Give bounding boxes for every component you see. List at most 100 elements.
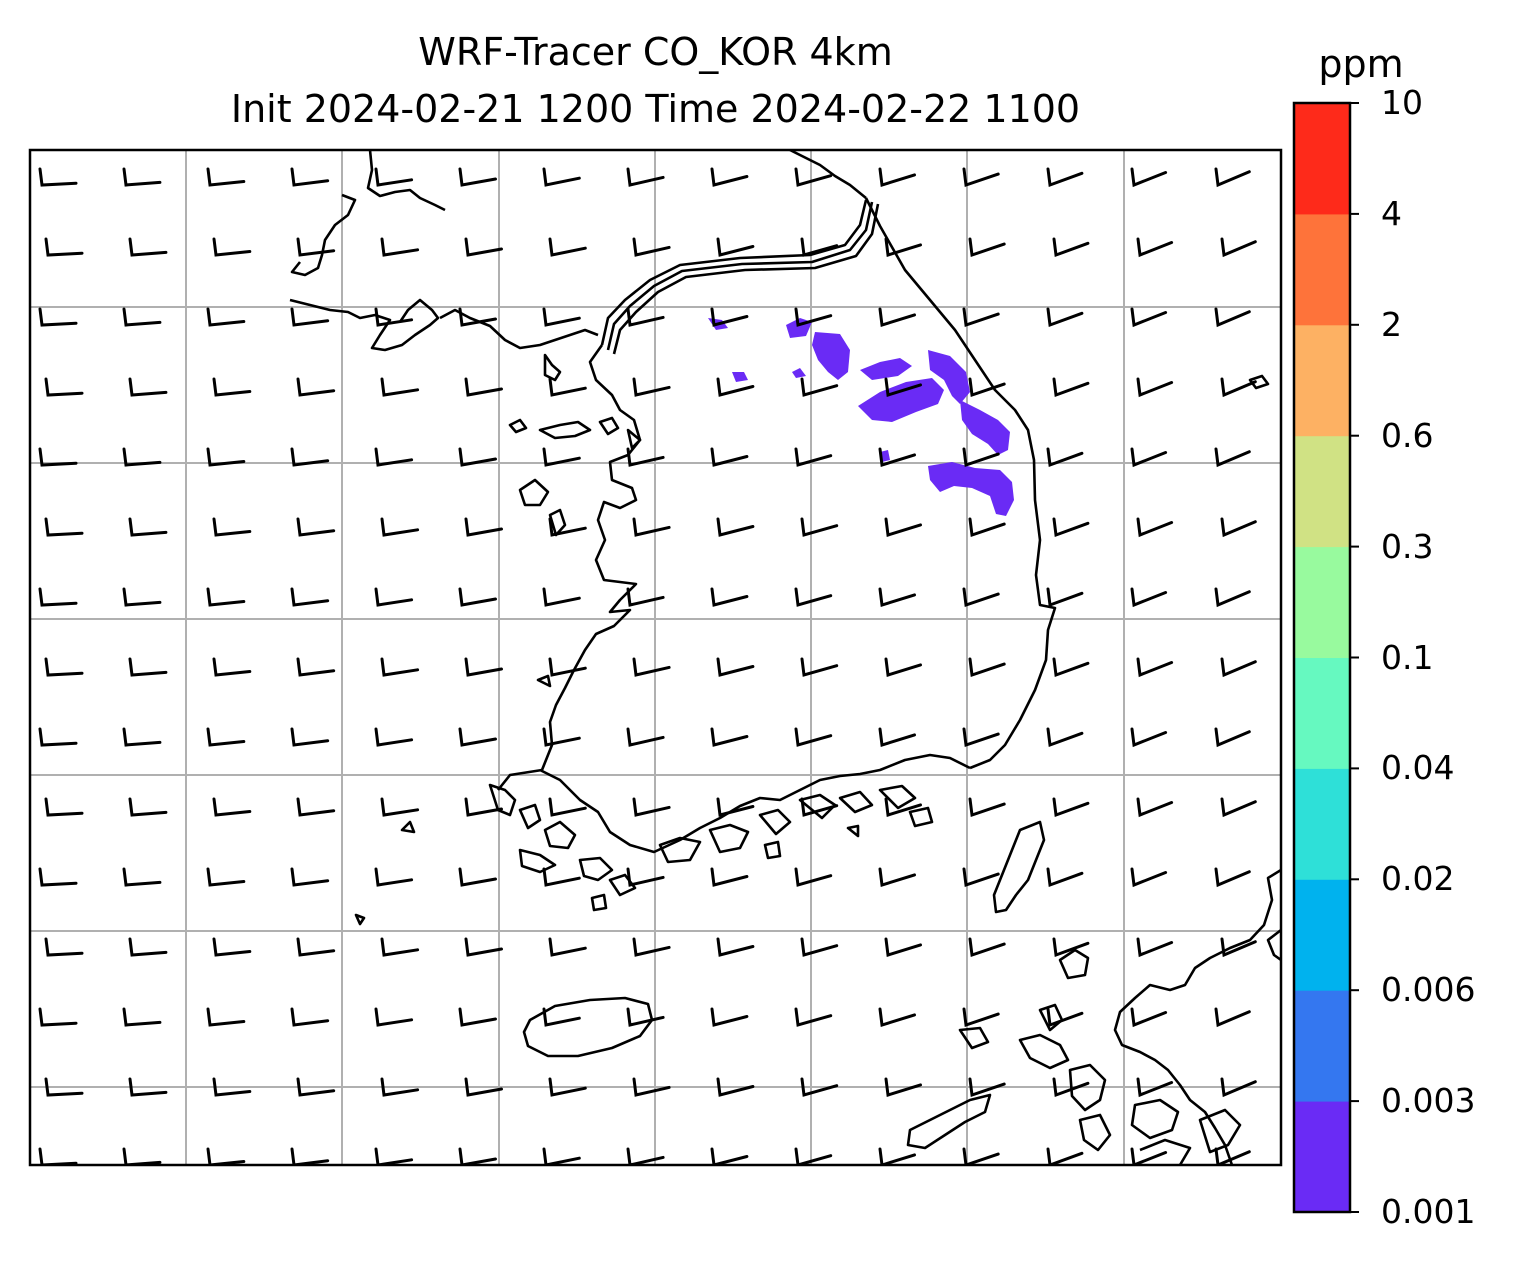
- wind-barb: [632, 237, 671, 257]
- wind-barb: [878, 447, 916, 467]
- wind-barb: [212, 657, 252, 677]
- wind-barb: [632, 1077, 671, 1097]
- gridlines: [30, 150, 1281, 1165]
- wind-barb: [884, 517, 922, 537]
- wind-barb: [374, 587, 414, 607]
- wind-barb: [464, 797, 503, 817]
- wind-barb: [296, 937, 336, 957]
- wind-barb: [968, 937, 1006, 958]
- wind-barb: [290, 1147, 330, 1165]
- wind-barb: [1130, 307, 1168, 328]
- colorbar-tick-label: 10: [1381, 83, 1423, 122]
- wind-barb: [878, 1007, 916, 1027]
- wind-barb: [542, 167, 581, 187]
- wind-barb: [794, 167, 833, 187]
- wind-barb: [710, 447, 749, 467]
- wind-barb: [1046, 1007, 1084, 1028]
- wind-barb: [38, 307, 78, 327]
- wind-barb: [962, 587, 1000, 608]
- wind-barb: [206, 727, 246, 747]
- wind-barb: [1130, 587, 1168, 608]
- wind-barb: [1052, 1077, 1090, 1098]
- wind-barb: [128, 1077, 168, 1097]
- wind-barb: [968, 377, 1006, 398]
- wind-barb: [122, 727, 162, 747]
- wind-barb: [1046, 1147, 1084, 1165]
- colorbar-tick-label: 0.003: [1381, 1081, 1476, 1121]
- wind-barb: [122, 167, 162, 187]
- wind-barb: [1046, 447, 1084, 468]
- colorbar-tick-label: 2: [1381, 304, 1402, 344]
- wind-barb: [44, 237, 84, 257]
- wind-barb: [128, 797, 168, 817]
- wind-barb: [878, 587, 916, 607]
- wind-barb: [38, 587, 78, 607]
- wind-barb: [380, 1077, 420, 1097]
- wind-barb: [1136, 237, 1174, 258]
- wind-barb: [296, 657, 336, 677]
- wind-barb: [296, 1077, 336, 1097]
- wind-barb: [1136, 1077, 1174, 1098]
- wind-barb: [1220, 237, 1257, 258]
- wind-barb: [464, 937, 503, 957]
- wind-barb: [1214, 167, 1251, 188]
- wind-barb: [374, 447, 414, 467]
- wind-barb: [548, 657, 587, 677]
- wind-barb: [1046, 727, 1084, 748]
- wind-barb: [794, 307, 833, 327]
- wind-barb: [290, 727, 330, 747]
- wind-barb: [206, 167, 246, 187]
- wind-barb: [962, 167, 1000, 188]
- colorbar-segment: [1294, 1101, 1350, 1213]
- jeju-island: [522, 996, 654, 1058]
- wind-barb: [1052, 937, 1090, 958]
- wind-barb: [44, 377, 84, 397]
- wind-barb: [458, 447, 497, 467]
- wind-barb: [374, 867, 414, 887]
- wind-barb: [212, 237, 252, 257]
- wind-barb: [542, 867, 581, 887]
- wind-barb: [458, 727, 497, 747]
- wind-barb: [542, 1147, 581, 1165]
- wind-barb: [1052, 797, 1090, 818]
- colorbar-segment: [1294, 657, 1350, 769]
- wind-barb: [794, 587, 833, 607]
- wind-barb: [800, 1077, 839, 1097]
- wind-barb: [458, 1007, 497, 1027]
- wind-barb: [1046, 867, 1084, 888]
- co-plume: [708, 318, 1014, 516]
- wind-barb: [626, 447, 665, 467]
- colorbar-border: [1292, 101, 1352, 1214]
- wind-barb: [710, 167, 749, 187]
- wind-barb: [626, 1147, 665, 1165]
- wind-barb: [1220, 937, 1257, 958]
- wind-barb: [710, 727, 749, 747]
- wind-barb: [296, 377, 336, 397]
- wind-barb: [1214, 587, 1251, 608]
- wind-barb: [962, 1147, 1000, 1165]
- wind-barb: [632, 797, 671, 817]
- wind-barb: [128, 937, 168, 957]
- wind-barb: [542, 727, 581, 747]
- wind-barb: [38, 167, 78, 187]
- wind-barb: [374, 1147, 414, 1165]
- wind-barbs: [38, 167, 1257, 1165]
- wind-barb: [968, 657, 1006, 678]
- wind-barb: [1046, 587, 1084, 608]
- wind-barb: [794, 867, 833, 887]
- wind-barb: [1130, 867, 1168, 888]
- wind-barb: [1052, 377, 1090, 398]
- wind-barb: [878, 1147, 916, 1165]
- wind-barb: [1052, 237, 1090, 258]
- wind-barb: [710, 867, 749, 887]
- wind-barb: [626, 867, 665, 887]
- wind-barb: [716, 657, 755, 677]
- wind-barb: [206, 1007, 246, 1027]
- wind-barb: [1214, 1147, 1251, 1165]
- map-border: [28, 148, 1283, 1167]
- wind-barb: [290, 1007, 330, 1027]
- wind-barb: [206, 867, 246, 887]
- wind-barb: [548, 237, 587, 257]
- wind-barb: [464, 237, 503, 257]
- wind-barb: [1046, 307, 1084, 328]
